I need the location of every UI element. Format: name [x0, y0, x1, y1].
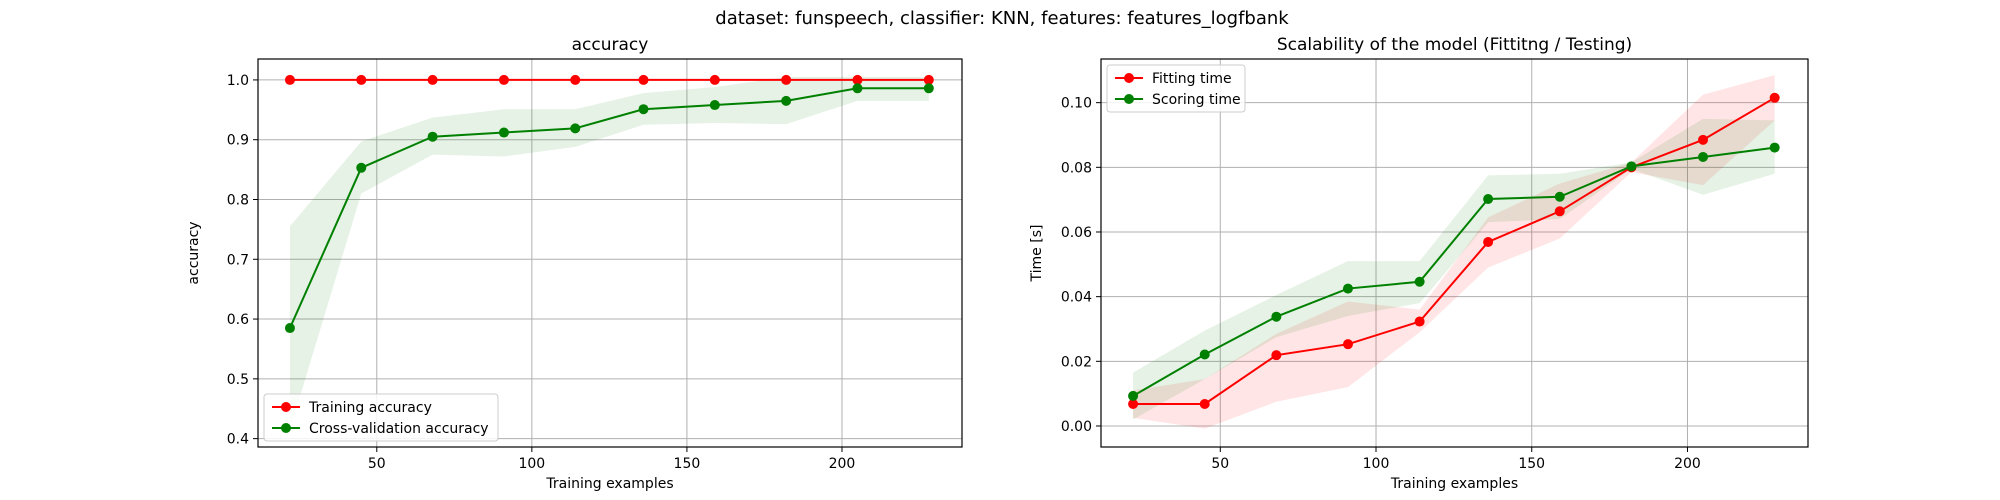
data-point: [1554, 206, 1565, 217]
data-point: [923, 83, 934, 94]
data-point: [1483, 237, 1494, 248]
data-point: [709, 100, 720, 111]
data-point: [427, 131, 438, 142]
data-point: [498, 74, 509, 85]
legend-label: Fitting time: [1152, 71, 1232, 87]
legend-label: Training accuracy: [308, 400, 432, 416]
y-axis-label: accuracy: [186, 221, 202, 284]
x-tick-label: 200: [829, 456, 856, 472]
data-point: [284, 323, 295, 334]
legend-marker: [1124, 94, 1134, 104]
legend-box: [1106, 64, 1246, 113]
y-tick-label: 0.7: [227, 252, 249, 268]
std-band: [1133, 75, 1775, 429]
y-tick-label: 0.8: [227, 192, 249, 208]
legend-marker: [281, 402, 291, 412]
y-tick-label: 0.02: [1061, 354, 1092, 370]
figure-suptitle: dataset: funspeech, classifier: KNN, fea…: [715, 8, 1289, 29]
y-tick-label: 1.0: [227, 73, 249, 89]
data-point: [781, 74, 792, 85]
data-point: [570, 74, 581, 85]
data-point: [638, 74, 649, 85]
x-tick-label: 100: [518, 456, 545, 472]
std-band: [289, 76, 929, 430]
grid: [1101, 59, 1808, 447]
legend-box: [263, 393, 499, 442]
data-point: [1414, 276, 1425, 287]
legend-label: Cross-validation accuracy: [309, 421, 489, 437]
x-tick-label: 50: [368, 456, 386, 472]
y-tick-label: 0.4: [227, 432, 249, 448]
series-line: [1133, 96, 1776, 405]
data-point: [781, 95, 792, 106]
y-tick-label: 0.5: [227, 372, 249, 388]
legend-marker: [1124, 73, 1134, 83]
data-point: [709, 74, 720, 85]
data-point: [1342, 283, 1353, 294]
legend-marker: [281, 423, 291, 433]
x-axis-label: Training examples: [545, 476, 673, 492]
chart-title: Scalability of the model (Fittitng / Tes…: [1277, 35, 1632, 55]
scalability-chart: 50 100 150 200 0.00 0.02 0.04 0.06 0.08 0.10 Scala…: [1029, 35, 1809, 492]
data-point: [1342, 339, 1353, 350]
data-point: [1698, 151, 1709, 162]
axes-frame: [257, 58, 963, 448]
data-point: [570, 123, 581, 134]
y-tick-label: 0.04: [1061, 290, 1092, 306]
data-point: [1414, 316, 1425, 327]
std-band: [1133, 118, 1775, 420]
data-point: [356, 162, 367, 173]
data-point: [638, 104, 649, 115]
data-point: [1199, 398, 1210, 409]
axes-frame: [1100, 58, 1809, 448]
y-tick-label: 0.00: [1061, 419, 1092, 435]
accuracy-chart: 50 100 150 200 0.4 0.5 0.6 0.7 0.8 0.9 1.0 accuracy…: [186, 35, 963, 492]
data-point: [923, 74, 934, 85]
data-point: [1271, 311, 1282, 322]
x-tick-label: 100: [1363, 456, 1390, 472]
data-point: [852, 83, 863, 94]
y-tick-label: 0.10: [1061, 96, 1092, 112]
series-line: [1132, 146, 1775, 397]
x-tick-label: 200: [1674, 456, 1701, 472]
data-point: [1483, 194, 1494, 205]
y-axis-label: Time [s]: [1029, 225, 1045, 283]
data-point: [1128, 390, 1139, 401]
data-point: [1128, 398, 1139, 409]
x-tick-label: 50: [1211, 456, 1229, 472]
legend: Training accuracy Cross-validation accura…: [263, 393, 499, 442]
data-point: [356, 74, 367, 85]
data-point: [852, 74, 863, 85]
data-point: [284, 74, 295, 85]
data-point: [1626, 161, 1637, 172]
x-axis-label: Training examples: [1390, 476, 1518, 492]
data-point: [498, 127, 509, 138]
y-tick-label: 0.9: [227, 133, 249, 149]
legend: Fitting time Scoring time: [1106, 64, 1246, 113]
data-point: [1769, 142, 1780, 153]
x-tick-label: 150: [1518, 456, 1545, 472]
data-point: [1554, 191, 1565, 202]
y-tick-label: 0.6: [227, 312, 249, 328]
chart-title: accuracy: [572, 35, 649, 55]
data-point: [1698, 134, 1709, 145]
legend-label: Scoring time: [1152, 92, 1241, 108]
data-point: [1271, 350, 1282, 361]
y-tick-label: 0.08: [1061, 160, 1092, 176]
data-point: [1769, 92, 1780, 103]
data-point: [1199, 349, 1210, 360]
series-line: [289, 87, 929, 329]
x-tick-label: 150: [674, 456, 701, 472]
data-point: [427, 74, 438, 85]
y-tick-label: 0.06: [1061, 225, 1092, 241]
